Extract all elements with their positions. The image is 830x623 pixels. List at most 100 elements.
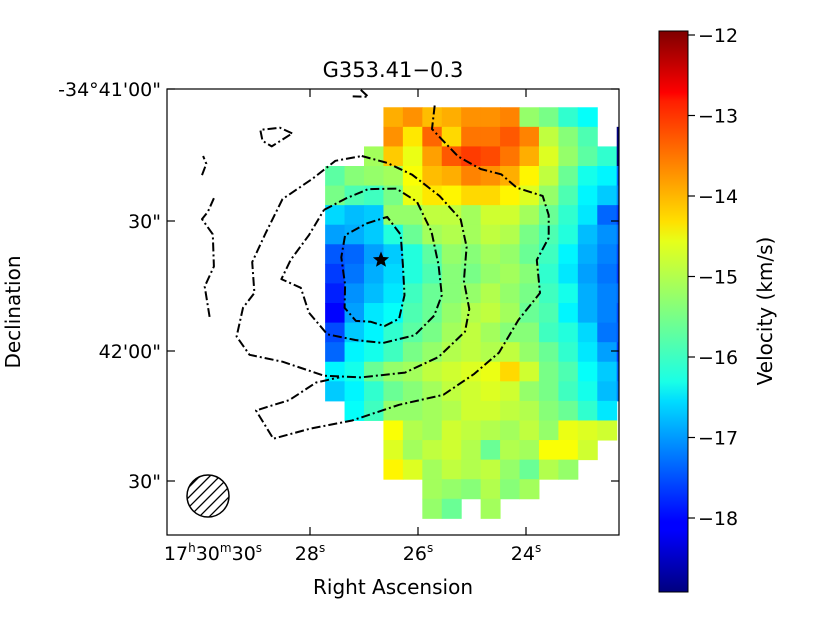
velocity-pixel — [558, 420, 579, 441]
contour-outer-bump — [259, 126, 293, 148]
velocity-pixel — [344, 244, 365, 265]
velocity-pixel — [325, 205, 346, 226]
x-tick-label-26s: 26s — [403, 541, 433, 565]
velocity-pixel — [519, 224, 540, 245]
velocity-pixel — [616, 224, 619, 245]
velocity-pixel — [500, 440, 521, 461]
velocity-pixel — [597, 400, 618, 421]
velocity-pixel — [344, 342, 365, 363]
velocity-pixel — [364, 381, 384, 402]
velocity-pixel — [402, 107, 423, 128]
velocity-pixel — [383, 459, 404, 480]
velocity-pixel — [422, 322, 443, 343]
y-tick-label-41-00: -34°41'00" — [58, 79, 161, 101]
velocity-pixel — [519, 459, 540, 480]
y-tick-label-30-upper: 30" — [128, 211, 161, 233]
velocity-pixel — [538, 224, 559, 245]
velocity-pixel — [344, 263, 365, 284]
velocity-pixel — [538, 440, 559, 461]
contour-lines — [201, 89, 550, 440]
velocity-pixel — [461, 440, 482, 461]
velocity-pixel — [344, 303, 365, 324]
beam-ellipse — [186, 474, 230, 518]
velocity-pixel — [402, 263, 423, 284]
velocity-pixel — [538, 166, 559, 187]
velocity-pixel — [402, 126, 423, 147]
colorbar-ticks — [688, 34, 695, 519]
velocity-pixel — [480, 224, 501, 245]
velocity-pixel — [597, 205, 618, 226]
velocity-pixel — [597, 146, 618, 167]
velocity-pixel — [558, 244, 579, 265]
velocity-pixel — [461, 263, 482, 284]
velocity-pixel — [577, 420, 598, 441]
velocity-pixel — [325, 381, 346, 402]
velocity-pixel — [480, 400, 501, 421]
velocity-pixel — [461, 224, 482, 245]
velocity-pixel — [461, 459, 482, 480]
velocity-pixel — [500, 185, 521, 206]
velocity-pixel — [364, 342, 384, 363]
velocity-pixel — [519, 244, 540, 265]
velocity-pixel — [441, 283, 462, 304]
velocity-pixel — [344, 166, 365, 187]
velocity-pixel — [538, 283, 559, 304]
velocity-pixel — [441, 381, 462, 402]
velocity-pixel — [480, 185, 501, 206]
velocity-pixel — [441, 303, 462, 324]
velocity-pixel — [441, 126, 462, 147]
velocity-pixel — [616, 263, 619, 284]
velocity-pixel — [500, 342, 521, 363]
velocity-pixel — [402, 440, 423, 461]
contour-outer — [255, 105, 550, 440]
velocity-pixel — [461, 381, 482, 402]
velocity-pixel — [577, 146, 598, 167]
velocity-pixel — [538, 361, 559, 382]
velocity-pixel — [383, 263, 404, 284]
velocity-pixel — [616, 244, 619, 265]
velocity-pixel — [577, 126, 598, 147]
velocity-pixel — [519, 146, 540, 167]
velocity-pixel — [616, 126, 619, 147]
velocity-pixel — [441, 205, 462, 226]
chart-title: G353.41−0.3 — [323, 58, 464, 82]
velocity-pixel — [441, 166, 462, 187]
velocity-pixel — [344, 283, 365, 304]
velocity-pixel — [402, 322, 423, 343]
velocity-pixel — [480, 244, 501, 265]
velocity-pixel — [422, 361, 443, 382]
velocity-pixel — [500, 400, 521, 421]
velocity-pixel — [500, 146, 521, 167]
velocity-pixel — [480, 107, 501, 128]
velocity-pixel — [325, 244, 346, 265]
velocity-pixel — [364, 205, 384, 226]
velocity-pixel — [500, 205, 521, 226]
velocity-pixel — [364, 303, 384, 324]
velocity-pixel — [636, 225, 656, 245]
velocity-pixel — [558, 459, 579, 480]
velocity-pixel — [538, 459, 559, 480]
velocity-pixel — [519, 205, 540, 226]
velocity-pixel — [364, 263, 384, 284]
velocity-pixel — [577, 400, 598, 421]
velocity-pixel — [597, 322, 618, 343]
velocity-pixel — [558, 381, 579, 402]
velocity-pixel — [577, 166, 598, 187]
velocity-pixel — [616, 205, 619, 226]
velocity-pixel — [519, 166, 540, 187]
velocity-pixel — [500, 420, 521, 441]
colorbar-label: Velocity (km/s) — [753, 237, 777, 386]
velocity-pixel — [402, 342, 423, 363]
velocity-pixel — [636, 205, 656, 225]
velocity-pixel — [402, 400, 423, 421]
contour-second — [280, 187, 443, 344]
velocity-pixel — [422, 420, 443, 441]
contour-outer-left — [201, 197, 215, 318]
velocity-pixel — [441, 420, 462, 441]
velocity-pixel — [636, 381, 656, 401]
velocity-pixel — [325, 263, 346, 284]
velocity-pixel — [480, 459, 501, 480]
velocity-pixel — [597, 361, 618, 382]
velocity-pixel — [461, 107, 482, 128]
velocity-pixel — [383, 205, 404, 226]
